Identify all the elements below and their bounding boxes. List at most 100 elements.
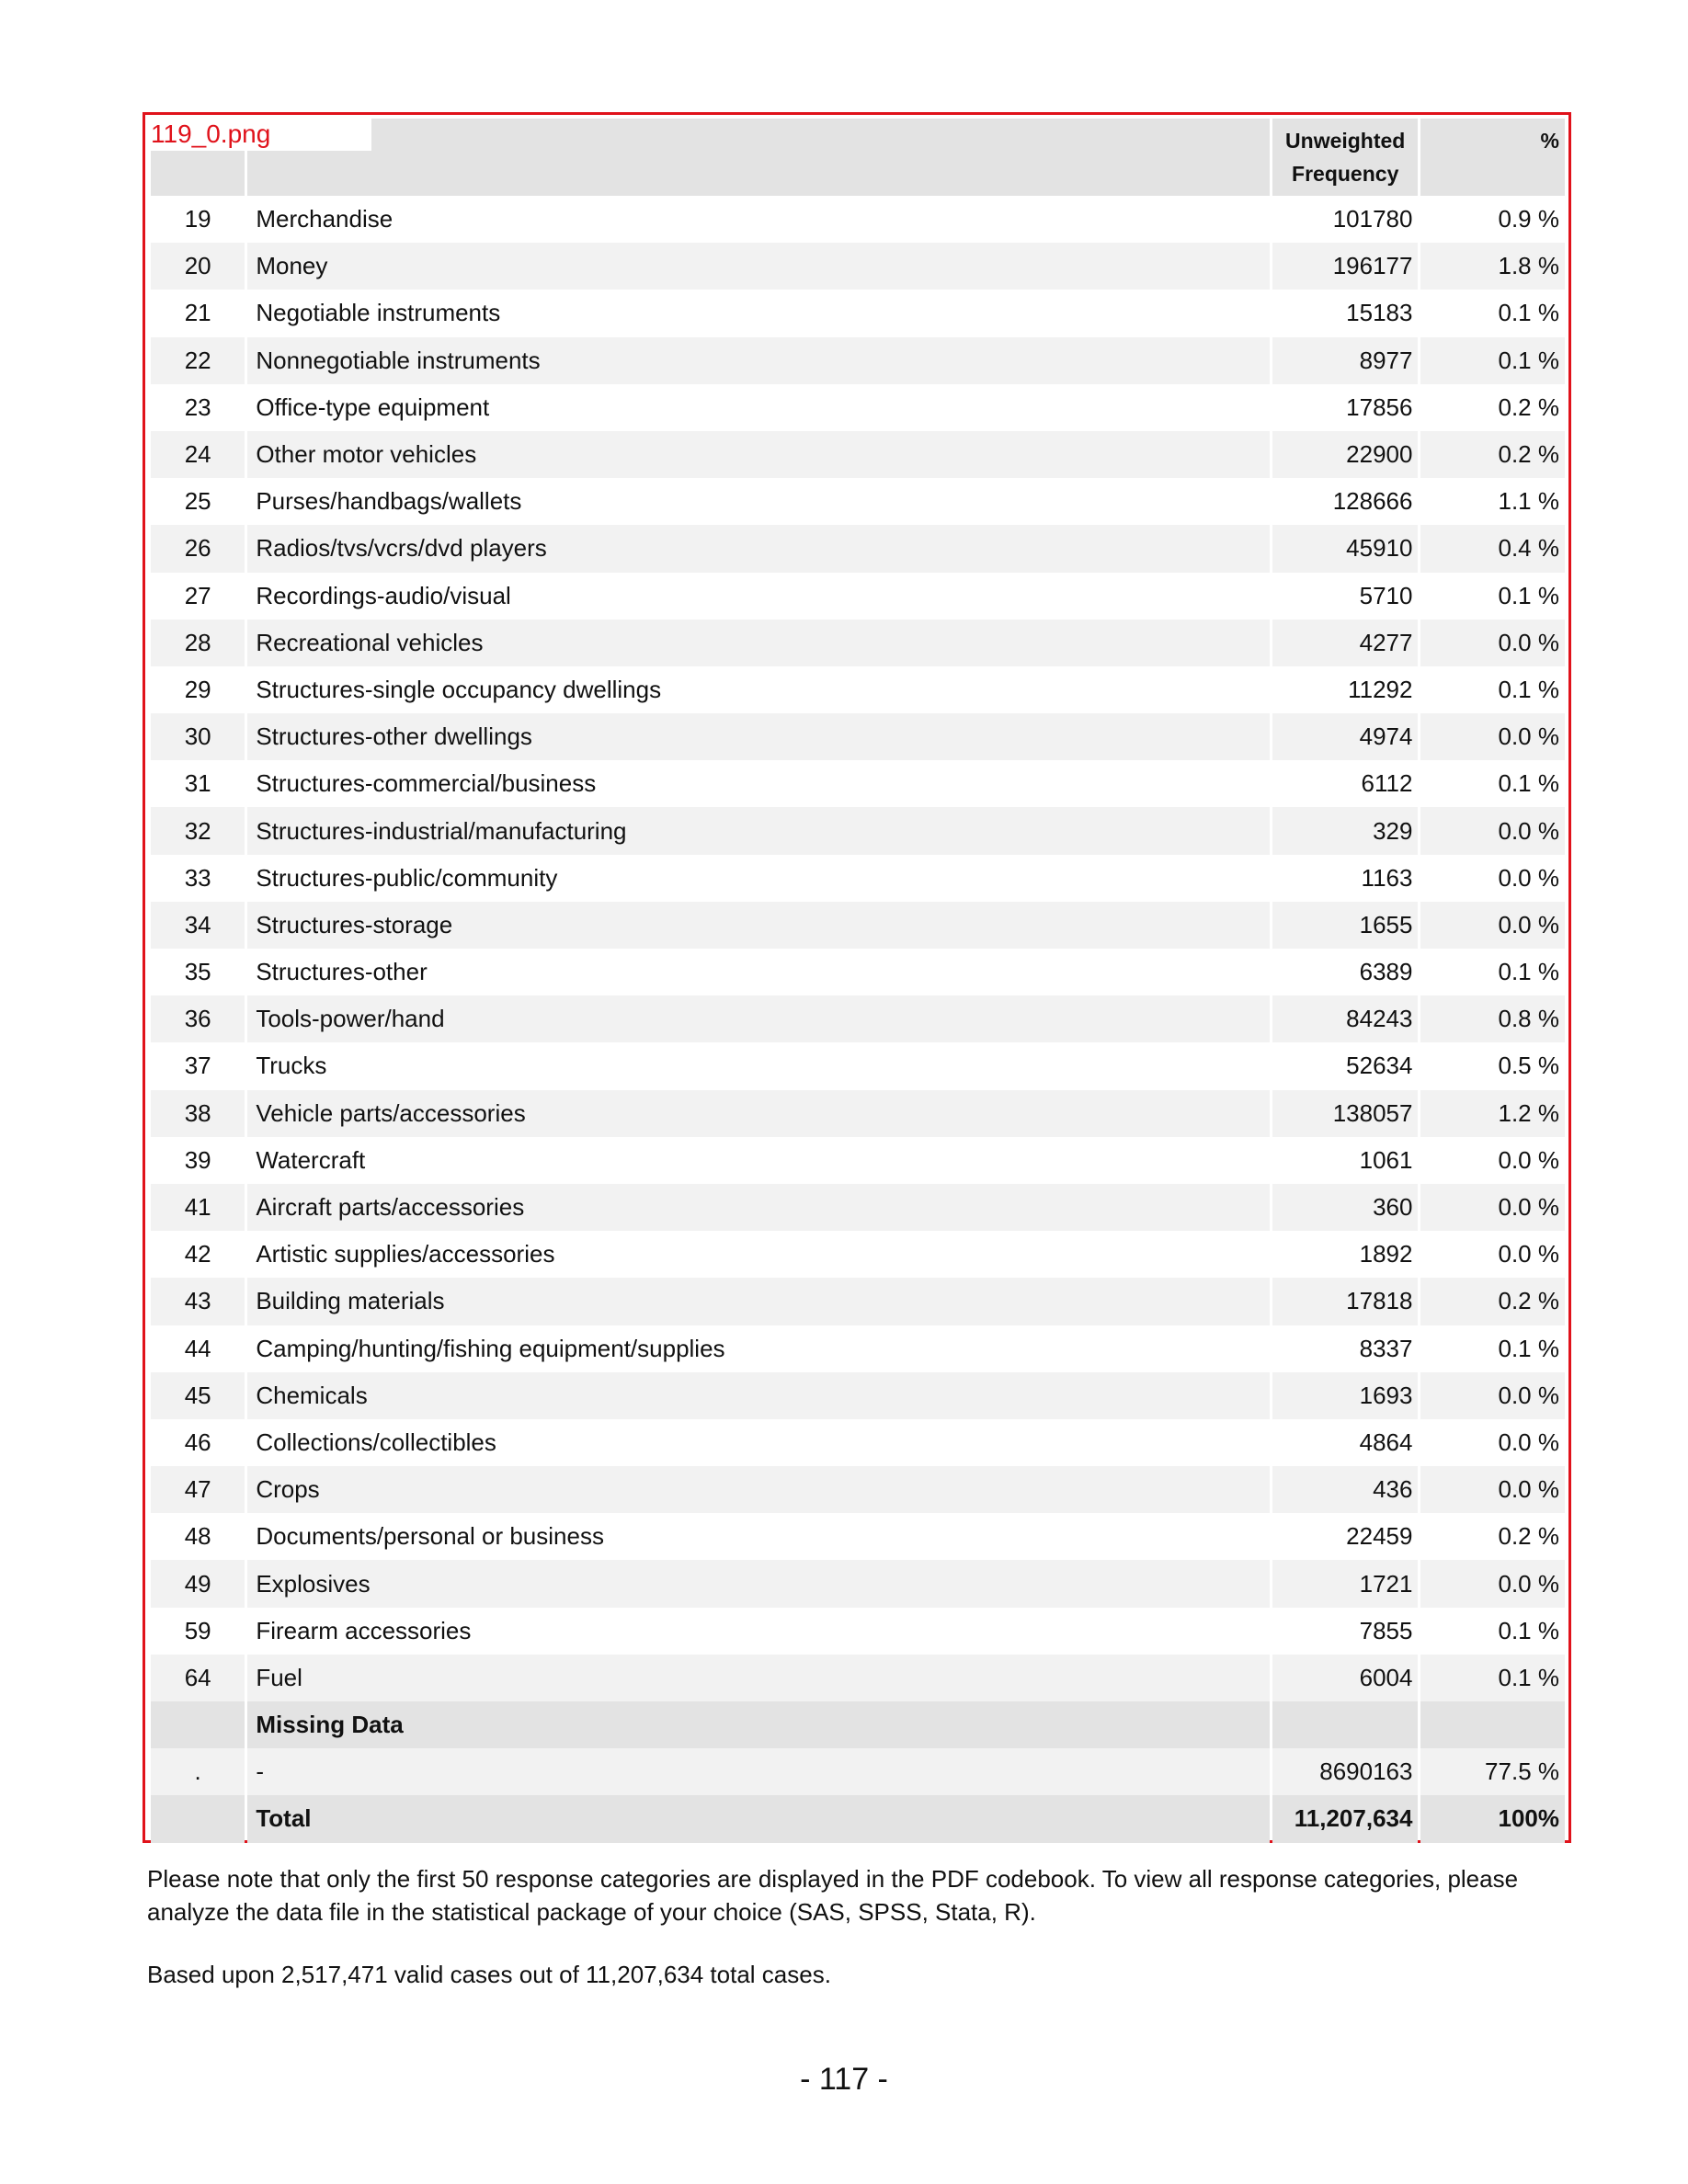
row-label: Structures-single occupancy dwellings — [247, 665, 1270, 714]
row-label: Structures-other — [247, 949, 1270, 996]
row-label: Other motor vehicles — [247, 430, 1270, 479]
row-percent: 1.2 % — [1420, 1089, 1565, 1137]
row-code: 26 — [151, 525, 245, 573]
table-row: 41 Aircraft parts/accessories 360 0.0 % — [151, 1183, 1565, 1232]
missing-label: - — [247, 1748, 1270, 1796]
table-row: 47 Crops 436 0.0 % — [151, 1466, 1565, 1514]
row-label: Aircraft parts/accessories — [247, 1183, 1270, 1232]
table-row: 49 Explosives 1721 0.0 % — [151, 1560, 1565, 1608]
total-label: Total — [247, 1795, 1270, 1843]
row-frequency: 22900 — [1272, 430, 1419, 479]
row-percent: 0.0 % — [1420, 619, 1565, 666]
total-row: Total 11,207,634 100% — [151, 1795, 1565, 1843]
row-frequency: 329 — [1272, 807, 1419, 855]
row-label: Recordings-audio/visual — [247, 572, 1270, 620]
row-frequency: 1693 — [1272, 1371, 1419, 1419]
table-row: 33 Structures-public/community 1163 0.0 % — [151, 854, 1565, 902]
table-row: 23 Office-type equipment 17856 0.2 % — [151, 383, 1565, 431]
row-percent: 1.8 % — [1420, 243, 1565, 290]
table-header-row: Unweighted Frequency % — [151, 119, 1565, 196]
row-label: Documents/personal or business — [247, 1513, 1270, 1561]
row-frequency: 8977 — [1272, 336, 1419, 384]
row-label: Structures-other dwellings — [247, 713, 1270, 761]
row-label: Collections/collectibles — [247, 1418, 1270, 1467]
row-percent: 1.1 % — [1420, 478, 1565, 526]
table-row: 38 Vehicle parts/accessories 138057 1.2 % — [151, 1089, 1565, 1137]
row-code: 35 — [151, 949, 245, 996]
header-frequency-line1: Unweighted — [1285, 129, 1406, 153]
table-row: 27 Recordings-audio/visual 5710 0.1 % — [151, 572, 1565, 620]
header-percent: % — [1420, 119, 1565, 196]
row-frequency: 128666 — [1272, 478, 1419, 526]
missing-header-freq-cell — [1272, 1701, 1419, 1749]
valid-cases-text: Based upon 2,517,471 valid cases out of … — [147, 1961, 831, 1988]
missing-value-row: . - 8690163 77.5 % — [151, 1748, 1565, 1796]
row-code: 37 — [151, 1042, 245, 1090]
row-label: Camping/hunting/fishing equipment/suppli… — [247, 1325, 1270, 1372]
row-label: Money — [247, 243, 1270, 290]
row-percent: 0.5 % — [1420, 1042, 1565, 1090]
row-percent: 0.0 % — [1420, 1466, 1565, 1514]
row-code: 27 — [151, 572, 245, 620]
row-label: Watercraft — [247, 1136, 1270, 1184]
row-code: 33 — [151, 854, 245, 902]
row-frequency: 360 — [1272, 1183, 1419, 1232]
row-frequency: 45910 — [1272, 525, 1419, 573]
row-percent: 0.0 % — [1420, 1136, 1565, 1184]
row-code: 25 — [151, 478, 245, 526]
row-label: Vehicle parts/accessories — [247, 1089, 1270, 1137]
total-frequency: 11,207,634 — [1272, 1795, 1419, 1843]
row-code: 39 — [151, 1136, 245, 1184]
row-code: 41 — [151, 1183, 245, 1232]
row-percent: 0.1 % — [1420, 572, 1565, 620]
page-number: - 117 - — [800, 2062, 888, 2097]
row-percent: 0.2 % — [1420, 1278, 1565, 1325]
row-code: 46 — [151, 1418, 245, 1467]
row-label: Explosives — [247, 1560, 1270, 1608]
row-frequency: 1892 — [1272, 1231, 1419, 1279]
row-percent: 0.0 % — [1420, 854, 1565, 902]
row-frequency: 1655 — [1272, 901, 1419, 949]
row-code: 28 — [151, 619, 245, 666]
missing-percent: 77.5 % — [1420, 1748, 1565, 1796]
row-percent: 0.1 % — [1420, 760, 1565, 808]
row-label: Structures-storage — [247, 901, 1270, 949]
header-label — [247, 119, 1270, 196]
missing-header-code-cell — [151, 1701, 245, 1749]
row-percent: 0.1 % — [1420, 949, 1565, 996]
table-row: 20 Money 196177 1.8 % — [151, 243, 1565, 290]
row-percent: 0.0 % — [1420, 1183, 1565, 1232]
missing-data-header-row: Missing Data — [151, 1701, 1565, 1749]
row-percent: 0.0 % — [1420, 1371, 1565, 1419]
table-row: 24 Other motor vehicles 22900 0.2 % — [151, 430, 1565, 479]
table-row: 59 Firearm accessories 7855 0.1 % — [151, 1607, 1565, 1655]
row-code: 45 — [151, 1371, 245, 1419]
row-label: Merchandise — [247, 196, 1270, 244]
table-row: 28 Recreational vehicles 4277 0.0 % — [151, 619, 1565, 666]
row-percent: 0.1 % — [1420, 1325, 1565, 1372]
row-frequency: 17818 — [1272, 1278, 1419, 1325]
table-row: 44 Camping/hunting/fishing equipment/supp… — [151, 1325, 1565, 1372]
row-label: Office-type equipment — [247, 383, 1270, 431]
row-percent: 0.1 % — [1420, 336, 1565, 384]
table-row: 64 Fuel 6004 0.1 % — [151, 1654, 1565, 1701]
table-row: 29 Structures-single occupancy dwellings 1… — [151, 665, 1565, 714]
row-label: Negotiable instruments — [247, 290, 1270, 337]
table-row: 34 Structures-storage 1655 0.0 % — [151, 901, 1565, 949]
row-percent: 0.0 % — [1420, 807, 1565, 855]
table-row: 43 Building materials 17818 0.2 % — [151, 1278, 1565, 1325]
missing-frequency: 8690163 — [1272, 1748, 1419, 1796]
row-frequency: 1163 — [1272, 854, 1419, 902]
row-code: 59 — [151, 1607, 245, 1655]
row-frequency: 52634 — [1272, 1042, 1419, 1090]
row-code: 64 — [151, 1654, 245, 1701]
row-label: Radios/tvs/vcrs/dvd players — [247, 525, 1270, 573]
row-frequency: 22459 — [1272, 1513, 1419, 1561]
row-frequency: 84243 — [1272, 995, 1419, 1043]
row-label: Crops — [247, 1466, 1270, 1514]
row-code: 23 — [151, 383, 245, 431]
row-code: 43 — [151, 1278, 245, 1325]
row-frequency: 8337 — [1272, 1325, 1419, 1372]
row-frequency: 4864 — [1272, 1418, 1419, 1467]
row-frequency: 15183 — [1272, 290, 1419, 337]
